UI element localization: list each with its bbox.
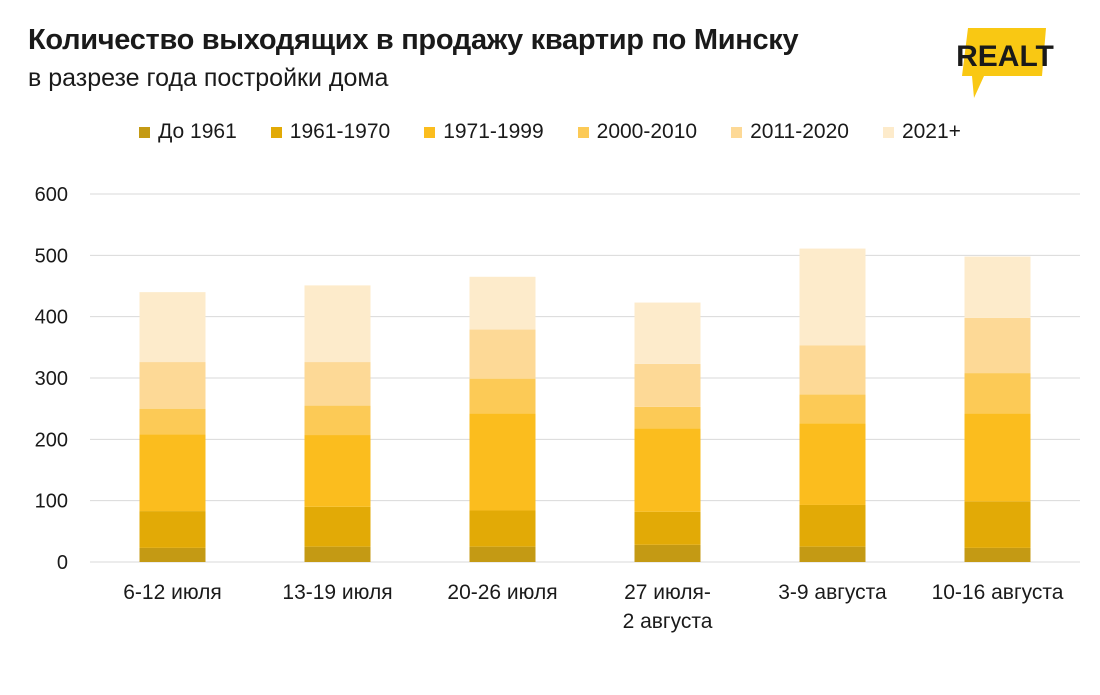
logo-text: REALT [956, 40, 1054, 73]
bar-segment [469, 276, 536, 330]
bar-segment [964, 501, 1031, 548]
x-tick-label: 6-12 июля [123, 581, 222, 604]
bar-segment [139, 292, 206, 363]
x-tick-label: 20-26 июля [447, 581, 557, 604]
bar-segment [139, 434, 206, 512]
bar-segment [139, 547, 206, 562]
legend-swatch [424, 126, 436, 138]
bar-segment [964, 256, 1031, 318]
bar-segment [469, 378, 536, 414]
legend-item: 2011-2020 [731, 120, 849, 144]
bar-segment [799, 423, 866, 505]
logo-shape [962, 28, 1046, 98]
x-tick-label: 13-19 июля [282, 581, 392, 604]
bar-segment [799, 504, 866, 547]
bar-segment [964, 373, 1031, 414]
realt-logo: REALT [956, 28, 1054, 98]
bar-segment [799, 248, 866, 346]
legend: До 1961 1961-1970 1971-1999 2000-2010 2011-2… [0, 120, 1100, 144]
x-tick-label: 10-16 августа [932, 581, 1064, 604]
legend-item: 1971-1999 [424, 120, 544, 144]
bar-segment [304, 506, 371, 547]
legend-swatch [270, 126, 282, 138]
y-tick-label: 600 [35, 184, 68, 206]
bar-segment [139, 362, 206, 409]
bar-segment [634, 302, 701, 364]
legend-item: 1961-1970 [270, 120, 391, 144]
bar-segment [469, 329, 536, 379]
bar-segment [304, 362, 371, 406]
legend-label: 2011-2020 [750, 120, 849, 143]
bar-segment [139, 408, 206, 435]
y-tick-label: 300 [35, 368, 68, 390]
x-tick-label: 27 июля- [624, 581, 711, 604]
chart-title: Количество выходящих в продажу квартир п… [28, 24, 799, 56]
bar-segment [139, 511, 206, 548]
bar-segment [799, 394, 866, 424]
bar-segment [634, 544, 701, 562]
y-tick-label: 400 [35, 307, 68, 329]
bar-segment [634, 511, 701, 545]
legend-swatch [139, 126, 151, 138]
legend-item: До 1961 [139, 120, 237, 144]
y-tick-label: 200 [35, 429, 68, 451]
bar-segment [799, 345, 866, 395]
bar-segment [634, 406, 701, 429]
bar-segment [799, 546, 866, 562]
bar-segment [964, 547, 1031, 562]
legend-swatch [731, 126, 743, 138]
legend-label: 1971-1999 [443, 120, 544, 143]
y-tick-label: 500 [35, 245, 68, 267]
bar-segment [469, 546, 536, 562]
x-tick-label: 2 августа [623, 610, 713, 633]
legend-swatch [882, 126, 894, 138]
bar-segment [304, 435, 371, 507]
legend-label: 1961-1970 [289, 120, 391, 143]
bar-segment [964, 317, 1031, 374]
chart-subtitle: в разрезе года постройки дома [28, 64, 389, 92]
legend-item: 2021+ [882, 120, 961, 144]
legend-swatch [577, 126, 589, 138]
bar-segment [634, 363, 701, 407]
bar-segment [469, 510, 536, 547]
bar-segment [304, 405, 371, 436]
bar-segment [964, 413, 1031, 502]
y-tick-label: 0 [57, 552, 68, 574]
y-tick-label: 100 [35, 491, 68, 513]
bar-segment [469, 413, 536, 511]
legend-item: 2000-2010 [577, 120, 698, 144]
bar-segment [304, 546, 371, 562]
bar-segment [304, 285, 371, 363]
bar-segment [634, 428, 701, 512]
x-tick-label: 3-9 августа [778, 581, 887, 604]
legend-label: До 1961 [158, 120, 237, 143]
legend-label: 2000-2010 [596, 120, 698, 143]
legend-label: 2021+ [901, 120, 961, 143]
